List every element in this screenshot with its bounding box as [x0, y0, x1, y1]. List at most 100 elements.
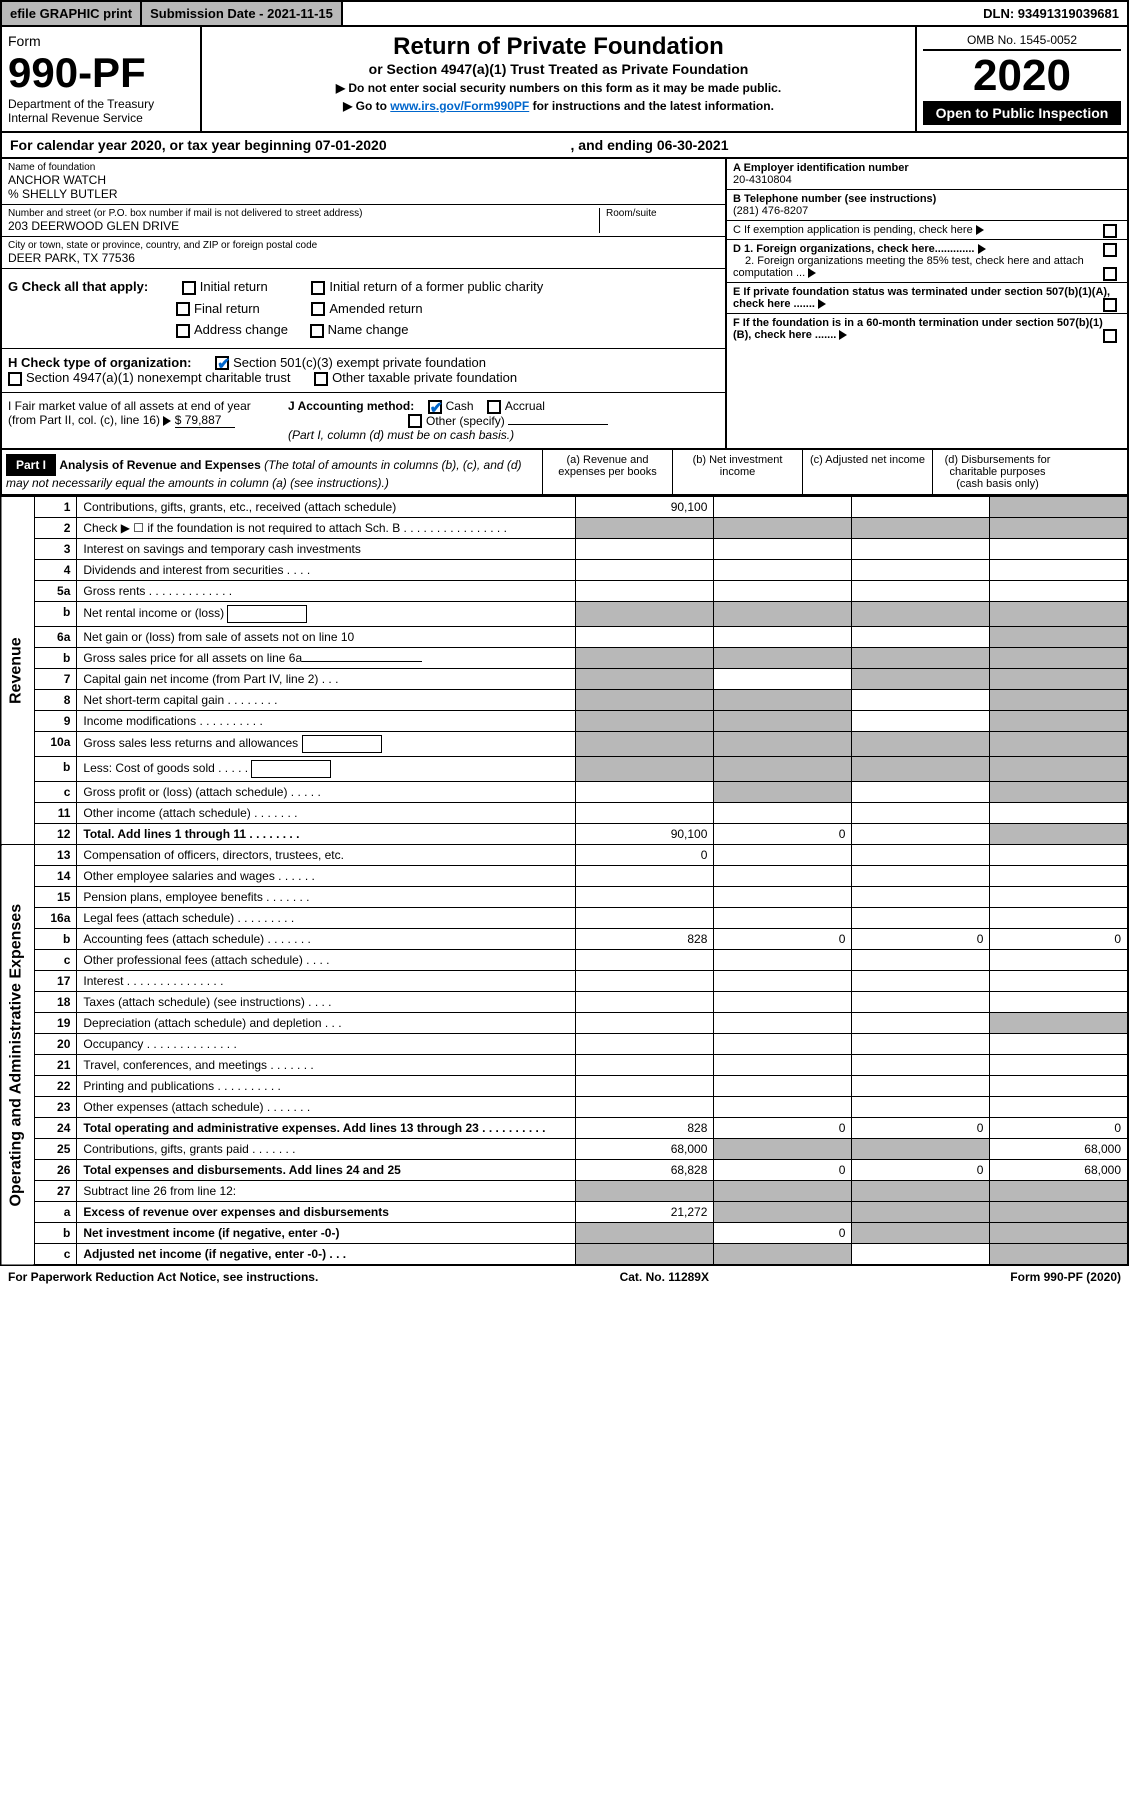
other-acct-checkbox[interactable] — [408, 414, 422, 428]
cell-c — [852, 581, 990, 602]
table-row: 17Interest . . . . . . . . . . . . . . . — [1, 971, 1128, 992]
table-row: bNet rental income or (loss) — [1, 602, 1128, 627]
table-row: Revenue1Contributions, gifts, grants, et… — [1, 497, 1128, 518]
form-link[interactable]: www.irs.gov/Form990PF — [390, 99, 529, 113]
row-number: a — [34, 1202, 76, 1223]
info-left: Name of foundation ANCHOR WATCH % SHELLY… — [2, 159, 727, 448]
row-desc: Gross sales price for all assets on line… — [77, 648, 576, 669]
e-label: E If private foundation status was termi… — [733, 286, 1110, 310]
part-i-header: Part I Analysis of Revenue and Expenses … — [0, 450, 1129, 496]
cell-b — [714, 1139, 852, 1160]
addr-change-checkbox[interactable] — [176, 324, 190, 338]
cell-c — [852, 539, 990, 560]
inline-value-box — [251, 760, 331, 778]
cell-d: 68,000 — [990, 1139, 1128, 1160]
s4947-checkbox[interactable] — [8, 372, 22, 386]
cell-a — [576, 1244, 714, 1266]
cell-b — [714, 560, 852, 581]
note2: ▶ Go to www.irs.gov/Form990PF for instru… — [208, 99, 909, 113]
row-number: 8 — [34, 690, 76, 711]
row-number: 24 — [34, 1118, 76, 1139]
other-tax-checkbox[interactable] — [314, 372, 328, 386]
row-number: 3 — [34, 539, 76, 560]
cell-d — [990, 845, 1128, 866]
accrual-checkbox[interactable] — [487, 400, 501, 414]
arrow-icon — [808, 268, 816, 278]
table-row: 16aLegal fees (attach schedule) . . . . … — [1, 908, 1128, 929]
cell-d — [990, 887, 1128, 908]
section-g: G Check all that apply: Initial return I… — [2, 269, 725, 348]
cell-d — [990, 560, 1128, 581]
initial-former-checkbox[interactable] — [311, 281, 325, 295]
table-row: bGross sales price for all assets on lin… — [1, 648, 1128, 669]
fmv-value: $ 79,887 — [175, 413, 235, 428]
e-checkbox[interactable] — [1103, 298, 1117, 312]
d1-checkbox[interactable] — [1103, 243, 1117, 257]
name-change-checkbox[interactable] — [310, 324, 324, 338]
c3-checkbox[interactable] — [215, 356, 229, 370]
cell-c — [852, 669, 990, 690]
cell-c — [852, 711, 990, 732]
cell-a — [576, 627, 714, 648]
cell-d — [990, 1244, 1128, 1266]
row-desc: Printing and publications . . . . . . . … — [77, 1076, 576, 1097]
final-checkbox[interactable] — [176, 302, 190, 316]
table-row: 27Subtract line 26 from line 12: — [1, 1181, 1128, 1202]
row-number: c — [34, 950, 76, 971]
row-number: c — [34, 1244, 76, 1266]
form-subtitle: or Section 4947(a)(1) Trust Treated as P… — [208, 61, 909, 77]
cell-b: 0 — [714, 1118, 852, 1139]
amended-checkbox[interactable] — [311, 302, 325, 316]
row-number: 6a — [34, 627, 76, 648]
cell-c — [852, 1244, 990, 1266]
cell-c — [852, 887, 990, 908]
cell-b — [714, 950, 852, 971]
row-desc: Accounting fees (attach schedule) . . . … — [77, 929, 576, 950]
cell-a — [576, 560, 714, 581]
cell-d — [990, 782, 1128, 803]
cell-a — [576, 757, 714, 782]
row-number: b — [34, 648, 76, 669]
cash-checkbox[interactable] — [428, 400, 442, 414]
cell-c — [852, 732, 990, 757]
cell-c — [852, 971, 990, 992]
row-desc: Depreciation (attach schedule) and deple… — [77, 1013, 576, 1034]
cell-a — [576, 690, 714, 711]
cell-d: 0 — [990, 929, 1128, 950]
table-row: 21Travel, conferences, and meetings . . … — [1, 1055, 1128, 1076]
row-desc: Contributions, gifts, grants, etc., rece… — [77, 497, 576, 518]
row-number: 22 — [34, 1076, 76, 1097]
info-grid: Name of foundation ANCHOR WATCH % SHELLY… — [0, 159, 1129, 450]
cell-c — [852, 908, 990, 929]
row-number: b — [34, 929, 76, 950]
arrow-icon — [978, 244, 986, 254]
row-number: 9 — [34, 711, 76, 732]
cell-b — [714, 971, 852, 992]
row-desc: Other income (attach schedule) . . . . .… — [77, 803, 576, 824]
row-desc: Excess of revenue over expenses and disb… — [77, 1202, 576, 1223]
cell-b — [714, 1076, 852, 1097]
row-number: 21 — [34, 1055, 76, 1076]
d2-checkbox[interactable] — [1103, 267, 1117, 281]
cell-d — [990, 669, 1128, 690]
f-checkbox[interactable] — [1103, 329, 1117, 343]
cell-a — [576, 581, 714, 602]
d1-label: D 1. Foreign organizations, check here..… — [733, 243, 974, 255]
cell-b — [714, 581, 852, 602]
note1: ▶ Do not enter social security numbers o… — [208, 81, 909, 95]
initial-checkbox[interactable] — [182, 281, 196, 295]
f-label: F If the foundation is in a 60-month ter… — [733, 317, 1103, 341]
cell-a — [576, 1055, 714, 1076]
cell-b: 0 — [714, 929, 852, 950]
cell-d — [990, 950, 1128, 971]
table-row: 6aNet gain or (loss) from sale of assets… — [1, 627, 1128, 648]
cell-a — [576, 711, 714, 732]
cell-a: 68,828 — [576, 1160, 714, 1181]
c-checkbox[interactable] — [1103, 224, 1117, 238]
header-right: OMB No. 1545-0052 2020 Open to Public In… — [917, 27, 1127, 131]
cell-a — [576, 803, 714, 824]
phone-label: B Telephone number (see instructions) — [733, 193, 936, 205]
d2-label: 2. Foreign organizations meeting the 85%… — [733, 255, 1084, 279]
cell-a: 828 — [576, 929, 714, 950]
table-row: 18Taxes (attach schedule) (see instructi… — [1, 992, 1128, 1013]
